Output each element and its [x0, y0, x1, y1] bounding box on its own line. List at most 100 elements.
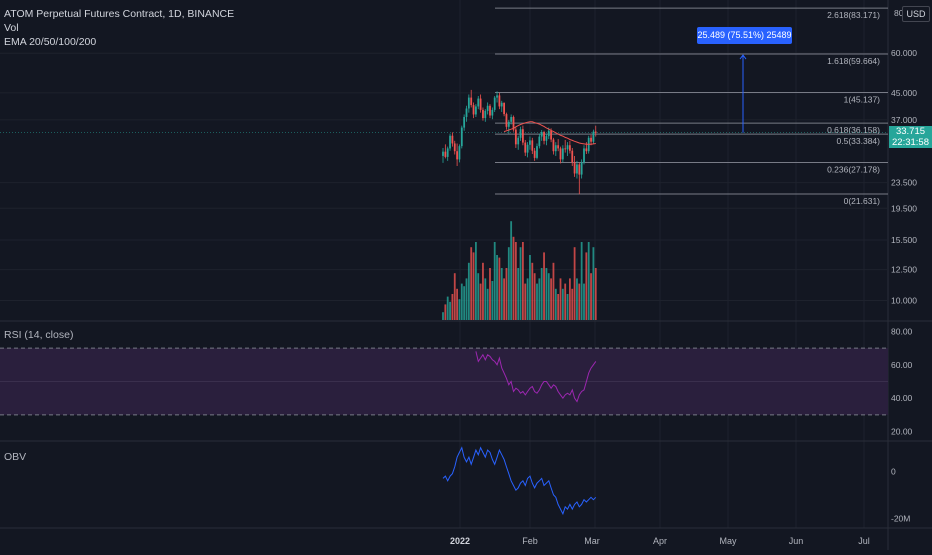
- volume-bar: [442, 312, 444, 320]
- volume-bar: [510, 221, 513, 320]
- candle-body: [477, 98, 480, 107]
- candle-body: [557, 145, 560, 149]
- candle-body: [486, 105, 489, 111]
- volume-bar: [573, 247, 576, 320]
- price-tick-label: 60.000: [891, 48, 917, 58]
- candle-body: [569, 145, 571, 151]
- candle-body: [580, 162, 583, 175]
- candle-body: [517, 137, 520, 145]
- volume-bar: [547, 273, 550, 320]
- fib-level-label: 0.5(33.384): [837, 136, 881, 146]
- volume-bar: [540, 268, 543, 320]
- volume-bar: [489, 268, 491, 320]
- symbol-legend[interactable]: ATOM Perpetual Futures Contract, 1D, BIN…: [4, 8, 235, 20]
- time-axis-label: Jun: [789, 536, 804, 546]
- candle-body: [472, 105, 475, 115]
- candle-body: [498, 95, 501, 107]
- candle-body: [592, 131, 595, 142]
- candle-body: [449, 135, 451, 149]
- price-tick-label: 45.000: [891, 88, 917, 98]
- volume-bar: [451, 294, 454, 320]
- ema-legend[interactable]: EMA 20/50/100/200: [4, 36, 97, 48]
- volume-bar: [460, 283, 463, 320]
- candle-body: [482, 109, 484, 119]
- volume-bar: [522, 242, 524, 320]
- candle-body: [529, 140, 531, 145]
- volume-bar: [517, 268, 520, 320]
- volume-bar: [503, 278, 505, 320]
- volume-bar: [475, 242, 477, 320]
- volume-bar: [552, 262, 555, 320]
- volume-bar: [561, 288, 564, 320]
- candle-body: [503, 102, 505, 115]
- candle-body: [510, 116, 513, 122]
- candle-body: [583, 148, 585, 163]
- time-axis-label: Mar: [584, 536, 600, 546]
- obv-legend[interactable]: OBV: [4, 451, 27, 463]
- measure-label[interactable]: 25.489 (75.51%) 25489: [697, 27, 792, 44]
- volume-bar: [491, 281, 494, 320]
- volume-bar: [465, 278, 468, 320]
- volume-bar: [571, 288, 574, 320]
- volume-bar: [536, 283, 538, 320]
- currency-button[interactable]: USD: [902, 6, 930, 22]
- volume-bar: [531, 262, 534, 320]
- candle-body: [594, 131, 597, 133]
- volume-bar: [484, 278, 487, 320]
- candle-body: [470, 97, 473, 106]
- volume-bar: [557, 294, 560, 320]
- volume-bar: [543, 252, 545, 320]
- obv-tick-label: 0: [891, 466, 896, 476]
- candle-body: [514, 129, 517, 145]
- volume-bar: [512, 236, 515, 320]
- time-axis-label: Feb: [522, 536, 538, 546]
- volume-bar: [587, 242, 590, 320]
- volume-bar: [446, 296, 449, 320]
- candle-body: [547, 130, 550, 137]
- candle-body: [456, 151, 458, 160]
- candle-body: [507, 121, 510, 127]
- rsi-legend[interactable]: RSI (14, close): [4, 329, 74, 341]
- volume-bar: [486, 288, 489, 320]
- price-tick-label: 80: [894, 8, 904, 18]
- measure-arrowhead: [739, 54, 747, 60]
- volume-bar: [505, 268, 508, 320]
- candle-body: [446, 148, 449, 157]
- candle-body: [519, 129, 522, 138]
- rsi-tick-label: 80.00: [891, 326, 913, 336]
- candle-body: [444, 151, 447, 157]
- rsi-tick-label: 20.00: [891, 427, 913, 437]
- candle-body: [484, 110, 487, 119]
- fib-level-label: 0.236(27.178): [827, 165, 880, 175]
- candle-body: [554, 145, 557, 152]
- price-tick-label: 19.500: [891, 203, 917, 213]
- candle-body: [550, 130, 552, 140]
- candle-body: [566, 145, 569, 150]
- volume-bar: [444, 304, 447, 320]
- candle-body: [453, 143, 456, 152]
- candle-body: [578, 164, 581, 175]
- volume-bar: [576, 278, 578, 320]
- price-tick-label: 12.500: [891, 265, 917, 275]
- volume-bar: [493, 242, 496, 320]
- volume-bar: [470, 247, 473, 320]
- candle-body: [522, 129, 524, 143]
- volume-bar: [514, 242, 517, 320]
- candle-body: [543, 132, 545, 141]
- volume-bar: [449, 301, 451, 320]
- candle-body: [463, 116, 466, 128]
- candle-body: [524, 142, 527, 153]
- volume-bar: [583, 283, 585, 320]
- candle-body: [512, 116, 515, 130]
- volume-bar: [477, 273, 480, 320]
- fib-level-label: 0(21.631): [844, 196, 881, 206]
- volume-bar: [538, 278, 541, 320]
- candle-body: [559, 148, 562, 160]
- volume-legend[interactable]: Vol: [4, 22, 19, 34]
- candle-body: [493, 97, 496, 110]
- candle-body: [465, 108, 468, 117]
- fib-level-label: 1.618(59.664): [827, 56, 880, 66]
- price-tick-label: 10.000: [891, 295, 917, 305]
